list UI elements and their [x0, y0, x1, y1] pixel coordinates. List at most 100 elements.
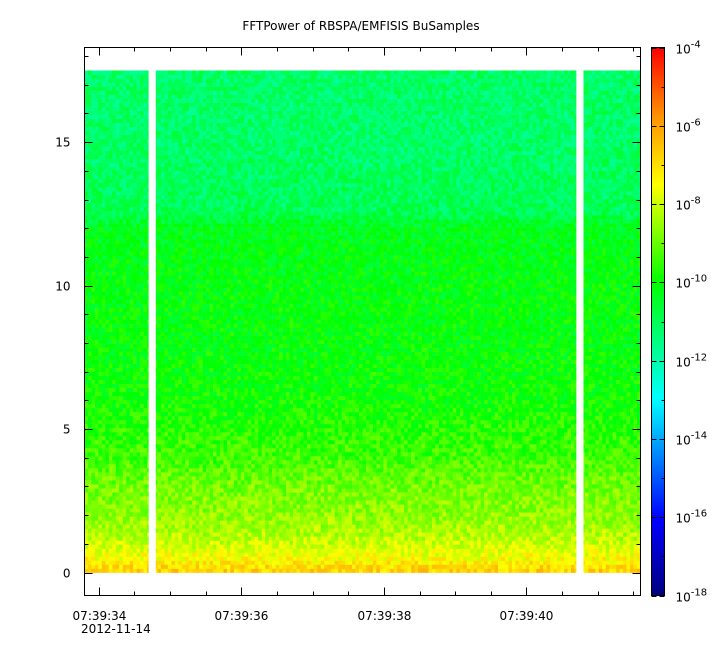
spectrogram-cell: [122, 552, 127, 557]
spectrogram-cell: [98, 275, 103, 280]
spectrogram-cell: [164, 383, 169, 389]
spectrogram-cell: [154, 243, 158, 248]
spectrogram-cell: [171, 142, 176, 148]
spectrogram-cell: [105, 335, 110, 340]
spectrogram-cell: [119, 170, 124, 176]
spectrogram-cell: [216, 464, 221, 469]
spectrogram-cell: [216, 480, 221, 485]
spectrogram-cell: [91, 275, 96, 280]
spectrogram-cell: [115, 564, 120, 569]
spectrogram-cell: [216, 94, 221, 99]
spectrogram-cell: [91, 154, 96, 160]
spectrogram-cell: [174, 560, 179, 565]
spectrogram-cell: [119, 492, 124, 497]
spectrogram-cell: [199, 146, 203, 152]
spectrogram-cell: [115, 504, 120, 509]
spectrogram-cell: [154, 464, 158, 469]
spectrogram-cell: [94, 359, 99, 364]
spectrogram-cell: [122, 520, 127, 525]
spectrogram-cell: [216, 211, 221, 216]
spectrogram-cell: [164, 203, 169, 208]
spectrogram-cell: [143, 215, 148, 220]
spectrogram-cell: [192, 174, 196, 180]
spectrogram-cell: [94, 227, 99, 232]
spectrogram-cell: [115, 415, 120, 421]
spectrogram-cell: [129, 524, 134, 529]
spectrogram-cell: [216, 134, 221, 140]
spectrogram-cell: [199, 367, 203, 373]
spectrogram-cell: [213, 102, 217, 107]
spectrogram-cell: [105, 383, 110, 389]
spectrogram-cell: [129, 395, 134, 401]
spectrogram-cell: [199, 279, 203, 284]
spectrogram-cell: [101, 186, 106, 192]
spectrogram-cell: [105, 319, 110, 324]
spectrogram-cell: [188, 82, 193, 87]
spectrogram-cell: [220, 287, 224, 292]
spectrogram-cell: [91, 439, 96, 445]
spectrogram-cell: [105, 287, 110, 292]
spectrogram-cell: [108, 255, 113, 260]
spectrogram-cell: [136, 255, 141, 260]
spectrogram-cell: [185, 431, 190, 437]
spectrogram-cell: [209, 291, 214, 296]
spectrogram-cell: [213, 323, 217, 328]
spectrogram-cell: [115, 560, 120, 565]
spectrogram-cell: [213, 275, 217, 280]
spectrogram-cell: [143, 231, 148, 236]
spectrogram-cell: [126, 444, 130, 449]
spectrogram-cell: [94, 492, 99, 497]
spectrogram-cell: [126, 146, 130, 152]
spectrogram-cell: [171, 102, 176, 107]
spectrogram-cell: [94, 307, 99, 312]
spectrogram-cell: [143, 496, 148, 501]
spectrogram-cell: [84, 223, 89, 228]
spectrogram-cell: [136, 331, 141, 336]
spectrogram-cell: [105, 110, 110, 115]
spectrogram-cell: [199, 516, 203, 521]
spectrogram-cell: [171, 323, 176, 328]
spectrogram-cell: [108, 568, 113, 573]
spectrogram-cell: [119, 70, 124, 75]
spectrogram-cell: [119, 251, 124, 256]
spectrogram-cell: [115, 331, 120, 336]
spectrogram-cell: [192, 556, 196, 561]
spectrogram-cell: [91, 267, 96, 272]
spectrogram-cell: [94, 126, 99, 132]
spectrogram-cell: [112, 540, 117, 545]
spectrogram-cell: [101, 472, 106, 477]
spectrogram-cell: [136, 138, 141, 144]
spectrogram-cell: [115, 327, 120, 332]
spectrogram-cell: [188, 251, 193, 256]
spectrogram-cell: [129, 263, 134, 268]
spectrogram-cell: [206, 283, 210, 288]
spectrogram-cell: [164, 247, 169, 252]
spectrogram-cell: [136, 520, 141, 525]
spectrogram-cell: [192, 528, 196, 533]
spectrogram-cell: [115, 303, 120, 308]
spectrogram-cell: [115, 367, 120, 373]
spectrogram-cell: [216, 512, 221, 517]
spectrogram-cell: [185, 351, 190, 356]
spectrogram-cell: [160, 122, 165, 127]
spectrogram-cell: [220, 512, 224, 517]
spectrogram-cell: [126, 488, 130, 493]
spectrogram-cell: [160, 375, 165, 381]
spectrogram-cell: [164, 508, 169, 513]
spectrogram-cell: [174, 415, 179, 421]
spectrogram-cell: [206, 540, 210, 545]
spectrogram-cell: [136, 468, 141, 473]
spectrogram-cell: [164, 311, 169, 316]
spectrogram-cell: [202, 339, 207, 344]
spectrogram-cell: [94, 520, 99, 525]
spectrogram-cell: [112, 411, 117, 417]
spectrogram-cell: [126, 247, 130, 252]
spectrogram-cell: [136, 207, 141, 212]
spectrogram-cell: [160, 259, 165, 264]
spectrogram-cell: [122, 367, 127, 373]
spectrogram-cell: [160, 154, 165, 160]
spectrogram-cell: [213, 82, 217, 87]
spectrogram-cell: [185, 223, 190, 228]
spectrogram-cell: [136, 166, 141, 172]
spectrogram-cell: [220, 299, 224, 304]
